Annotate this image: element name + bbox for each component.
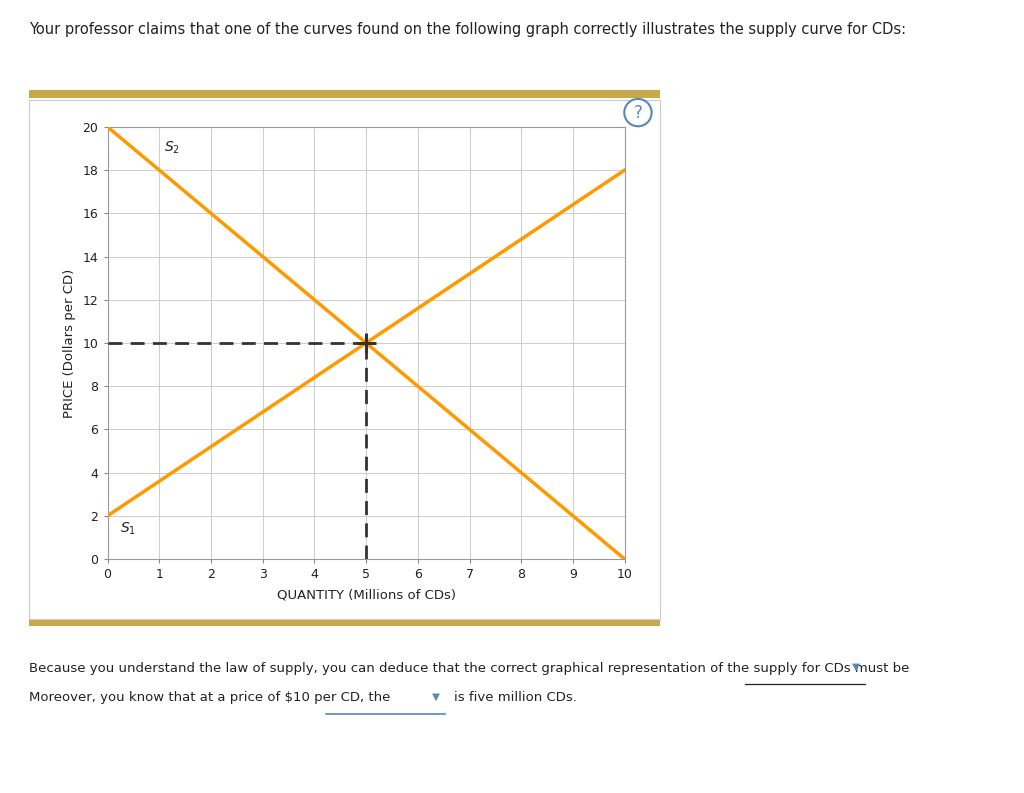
Text: Moreover, you know that at a price of $10 per CD, the: Moreover, you know that at a price of $1… — [29, 691, 390, 704]
Text: ▼: ▼ — [852, 662, 860, 672]
X-axis label: QUANTITY (Millions of CDs): QUANTITY (Millions of CDs) — [276, 588, 456, 601]
Y-axis label: PRICE (Dollars per CD): PRICE (Dollars per CD) — [62, 268, 76, 418]
Text: Your professor claims that one of the curves found on the following graph correc: Your professor claims that one of the cu… — [29, 22, 906, 37]
Text: is five million CDs.: is five million CDs. — [454, 691, 577, 704]
Text: ▼: ▼ — [432, 691, 440, 702]
Text: ?: ? — [634, 104, 642, 121]
Text: .: . — [868, 662, 872, 675]
Text: Because you understand the law of supply, you can deduce that the correct graphi: Because you understand the law of supply… — [29, 662, 909, 675]
Text: $S_1$: $S_1$ — [121, 520, 136, 537]
Text: $S_2$: $S_2$ — [165, 140, 180, 156]
